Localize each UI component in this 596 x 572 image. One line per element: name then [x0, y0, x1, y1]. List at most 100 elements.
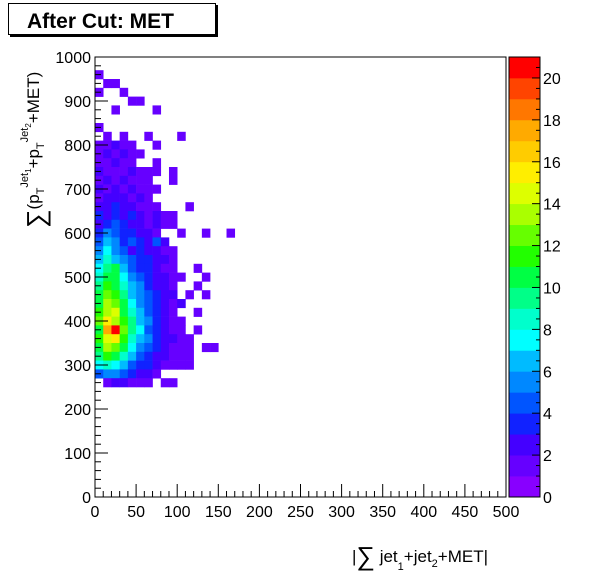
heatmap-cell: [152, 202, 162, 212]
heatmap-cell: [136, 290, 145, 300]
x-tick-label: 200: [246, 504, 273, 521]
heatmap-cell: [136, 255, 145, 265]
palette-segment: [509, 224, 540, 246]
svg-text:∑(pTJet1+pTJet2+MET): ∑(pTJet1+pTJet2+MET): [19, 72, 51, 228]
heatmap-cell: [111, 219, 120, 229]
heatmap-cell: [210, 343, 219, 353]
palette-segment: [509, 455, 540, 477]
heatmap-cell: [111, 193, 120, 203]
heatmap-cells: [95, 70, 236, 388]
heatmap-cell: [144, 219, 153, 229]
heatmap-cell: [144, 272, 153, 282]
palette-segment: [509, 392, 540, 414]
heatmap-cell: [168, 263, 178, 273]
heatmap-cell: [144, 378, 153, 388]
heatmap-cell: [152, 219, 162, 229]
heatmap-cell: [144, 369, 153, 379]
x-axis-ticks: 0 50 100 150 200 250 300 350 400 450 500: [91, 484, 519, 521]
heatmap-cell: [111, 228, 120, 238]
heatmap-cell: [144, 290, 153, 300]
heatmap-cell: [127, 149, 137, 159]
heatmap-cell: [119, 149, 129, 159]
heatmap-cell: [111, 202, 120, 212]
y-label-sup2: Jet: [19, 128, 31, 143]
palette-segment: [509, 57, 540, 79]
heatmap-cell: [201, 228, 211, 238]
heatmap-cell: [119, 290, 129, 300]
heatmap-cell: [119, 316, 129, 326]
heatmap-cell: [168, 334, 178, 344]
heatmap-cell: [127, 343, 137, 353]
heatmap-cell: [119, 378, 129, 388]
heatmap-cell: [119, 237, 129, 247]
heatmap-cell: [152, 307, 162, 317]
heatmap-cell: [103, 175, 112, 185]
palette-segment: [509, 476, 540, 498]
heatmap-cell: [127, 307, 137, 317]
z-tick-label: 2: [543, 448, 552, 465]
heatmap-cell: [201, 272, 211, 282]
heatmap-cell: [127, 140, 137, 150]
heatmap-cell: [103, 378, 112, 388]
heatmap-cell: [177, 334, 186, 344]
heatmap-cell: [168, 167, 178, 177]
y-tick-label: 100: [64, 446, 91, 463]
heatmap-cell: [127, 325, 137, 335]
palette-segment: [509, 203, 540, 226]
heatmap-cell: [127, 281, 137, 291]
heatmap-cell: [136, 369, 145, 379]
heatmap-cell: [127, 96, 137, 106]
x-tick-label: 150: [205, 504, 232, 521]
heatmap-cell: [152, 334, 162, 344]
x-label-sum: ∑: [356, 541, 375, 571]
palette-segment: [509, 308, 540, 330]
heatmap-cell: [136, 175, 145, 185]
palette-segment: [509, 161, 540, 184]
heatmap-cell: [177, 299, 186, 309]
heatmap-cell: [185, 351, 194, 361]
y-axis-label: ∑(pTJet1+pTJet2+MET): [19, 72, 51, 228]
heatmap-cell: [127, 211, 137, 221]
heatmap-cell: [127, 167, 137, 177]
heatmap-cell: [160, 290, 170, 300]
heatmap-cell: [168, 211, 178, 221]
heatmap-cell: [160, 263, 170, 273]
heatmap-cell: [152, 281, 162, 291]
heatmap-cell: [144, 334, 153, 344]
z-tick-label: 18: [543, 113, 561, 130]
heatmap-cell: [119, 87, 129, 97]
heatmap-cell: [177, 272, 186, 282]
x-label-prefix: |: [352, 547, 356, 566]
heatmap-cell: [127, 360, 137, 370]
y-axis-ticks: 0 100 200 300 400 500 600 700 800 900 1000: [55, 50, 108, 507]
heatmap-cell: [177, 343, 186, 353]
heatmap-cell: [119, 272, 129, 282]
heatmap-cell: [136, 281, 145, 291]
z-tick-label: 6: [543, 364, 552, 381]
heatmap-cell: [127, 272, 137, 282]
heatmap-cell: [160, 351, 170, 361]
heatmap-cell: [168, 246, 178, 256]
heatmap-cell: [103, 281, 112, 291]
heatmap-cell: [111, 167, 120, 177]
heatmap-cell: [111, 246, 120, 256]
palette-segment: [509, 77, 540, 100]
z-tick-label: 4: [543, 406, 552, 423]
x-label-met: +MET|: [438, 547, 488, 566]
heatmap-cell: [152, 360, 162, 370]
z-tick-label: 10: [543, 280, 561, 297]
palette-segment: [509, 434, 540, 456]
heatmap-cell: [119, 351, 129, 361]
heatmap-cell: [185, 334, 194, 344]
heatmap-cell: [136, 343, 145, 353]
heatmap-cell: [111, 290, 120, 300]
heatmap-cell: [136, 334, 145, 344]
heatmap-cell: [111, 149, 120, 159]
heatmap-cell: [119, 219, 129, 229]
palette-segment: [509, 329, 540, 351]
x-tick-label: 450: [452, 504, 479, 521]
heatmap-cell: [136, 351, 145, 361]
heatmap-cell: [111, 343, 120, 353]
color-palette: [508, 56, 541, 498]
